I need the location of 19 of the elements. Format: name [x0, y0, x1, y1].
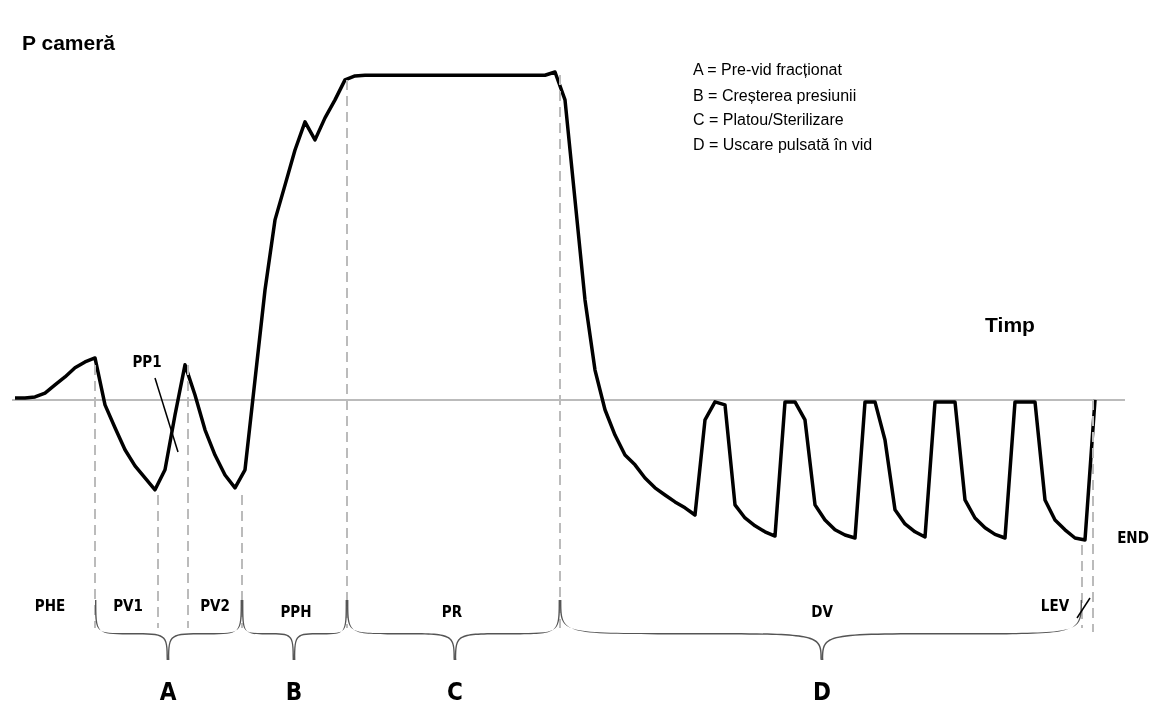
y-axis-title: P cameră — [22, 31, 116, 54]
annotation: C = Platou/Sterilizare — [693, 111, 844, 128]
annotation: A = Pre-vid fracționat — [693, 61, 843, 78]
annotation: D = Uscare pulsată în vid — [693, 136, 873, 153]
text: PR — [441, 603, 463, 621]
x-axis-title: Timp — [985, 313, 1035, 336]
text: LEV — [1040, 597, 1070, 615]
text: D — [813, 678, 831, 703]
text: C — [447, 678, 463, 703]
text: DV — [811, 603, 834, 621]
text: A — [159, 678, 177, 703]
text: PPH — [280, 603, 312, 621]
text: PV2 — [200, 597, 230, 615]
text: PHE — [34, 597, 66, 615]
annotation: PP1 — [132, 353, 162, 371]
annotation: B = Creșterea presiunii — [693, 87, 857, 104]
text: PV1 — [113, 597, 143, 615]
text: END — [1117, 529, 1149, 547]
text: B — [285, 678, 303, 703]
